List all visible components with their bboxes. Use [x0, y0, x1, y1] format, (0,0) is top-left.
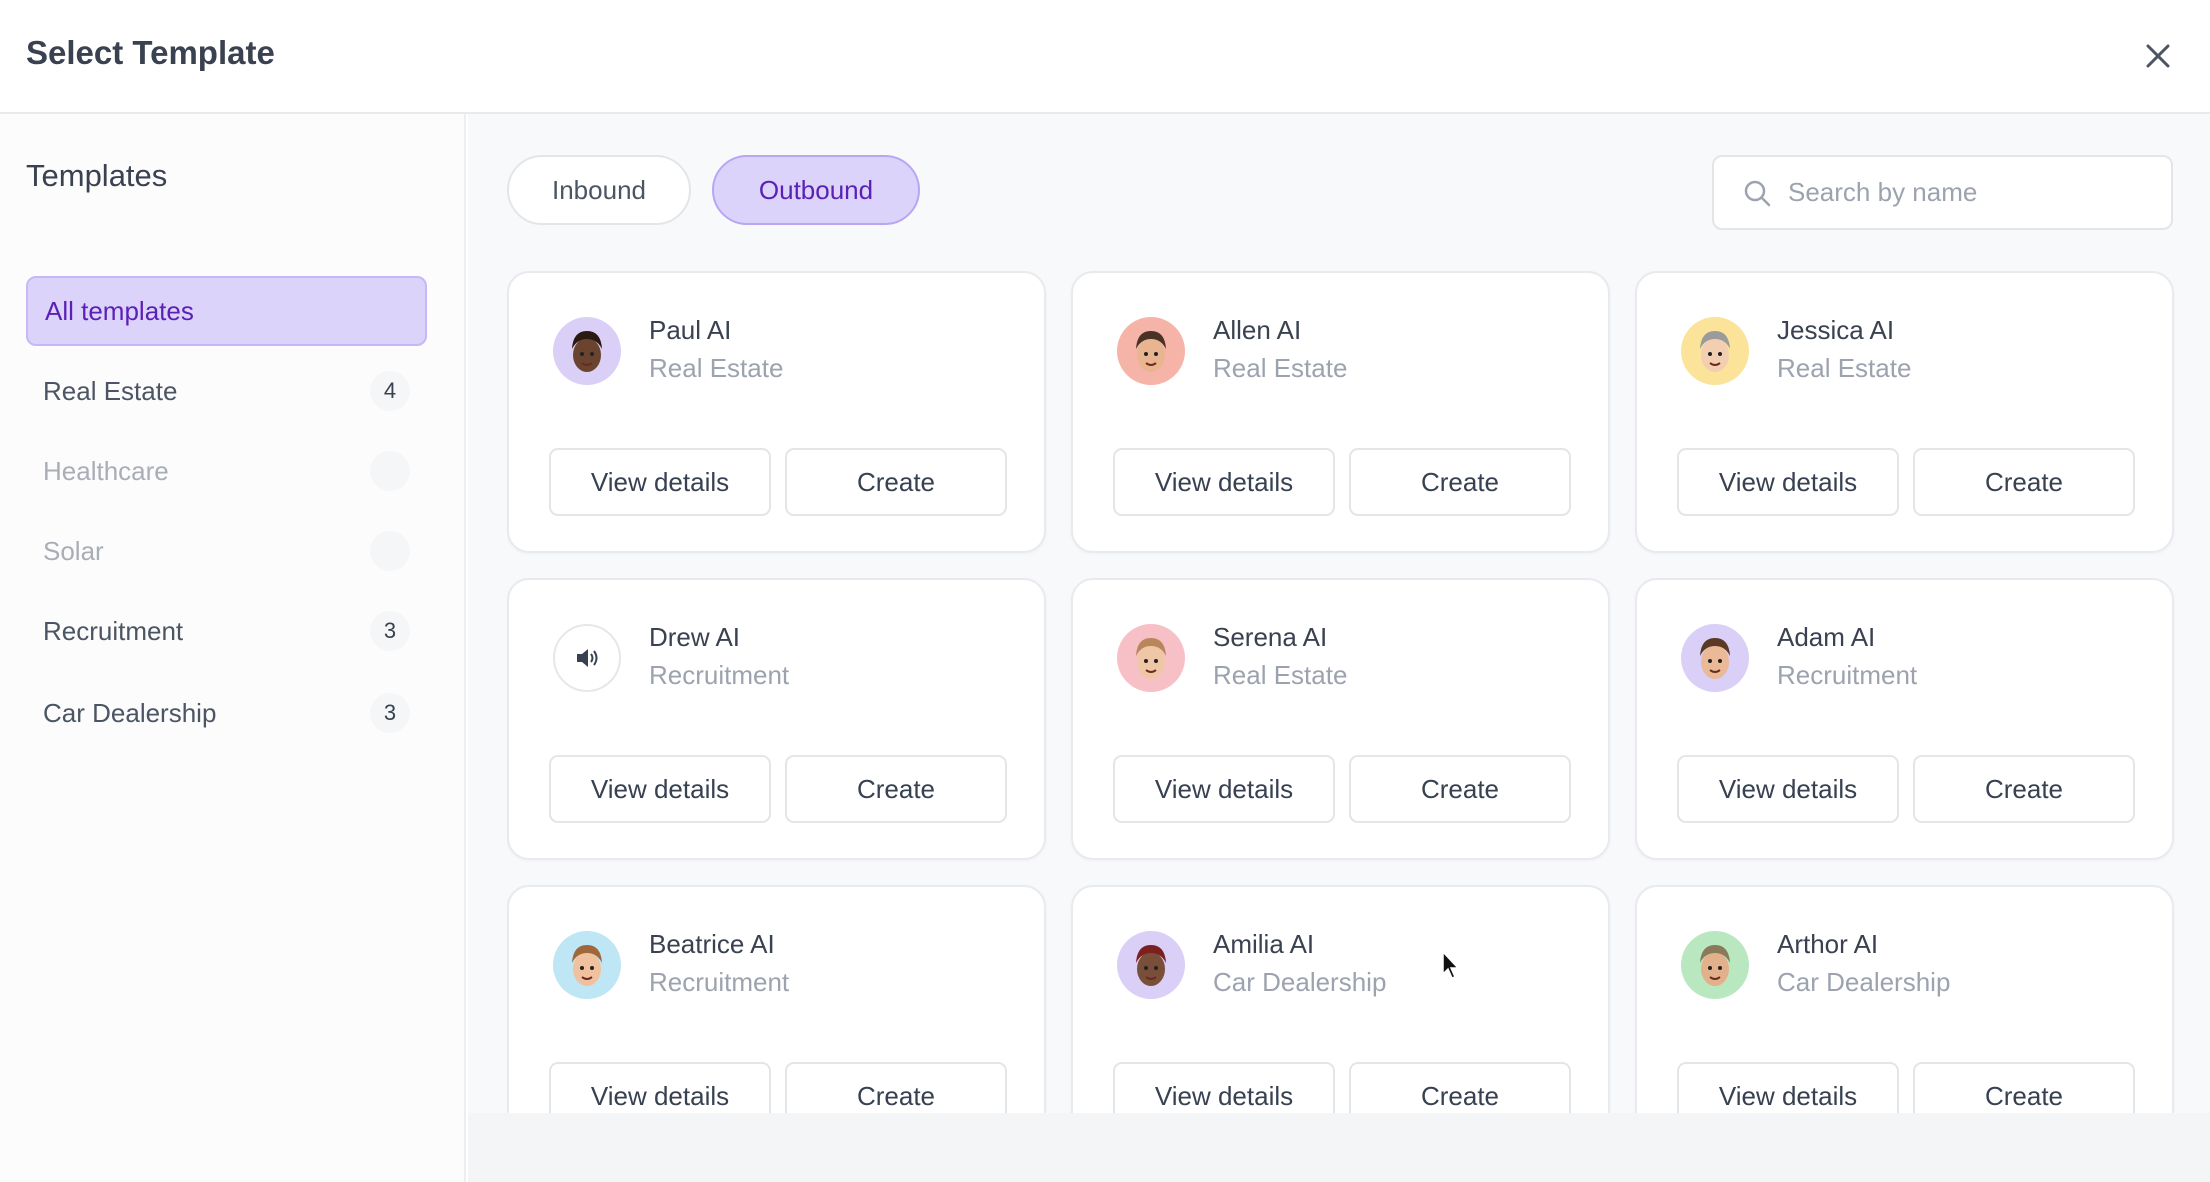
avatar — [553, 931, 621, 999]
avatar — [553, 317, 621, 385]
sidebar-item-solar[interactable]: Solar — [26, 516, 427, 586]
sidebar-item-label: All templates — [45, 295, 194, 326]
tab-label: Outbound — [758, 174, 874, 205]
template-category: Recruitment — [649, 967, 790, 997]
template-card: Arthor AI Car Dealership View details Cr… — [1635, 885, 2174, 1113]
template-name: Adam AI — [1777, 622, 1876, 652]
sidebar-item-real-estate[interactable]: Real Estate 4 — [26, 356, 427, 426]
template-category: Real Estate — [1777, 353, 1912, 383]
avatar — [553, 624, 621, 692]
template-name: Allen AI — [1213, 315, 1302, 345]
sidebar-title: Templates — [26, 158, 168, 193]
modal-title: Select Template — [26, 34, 275, 71]
tab-outbound[interactable]: Outbound — [712, 155, 920, 225]
template-grid: Paul AI Real Estate View details Create … — [507, 271, 2187, 1113]
avatar — [1681, 624, 1749, 692]
template-card: Adam AI Recruitment View details Create — [1635, 578, 2174, 860]
template-card: Allen AI Real Estate View details Create — [1071, 271, 1610, 553]
modal-header: Select Template — [0, 0, 2210, 114]
sidebar-item-label: Healthcare — [43, 455, 169, 486]
view-details-button[interactable]: View details — [1113, 1062, 1335, 1113]
view-details-button[interactable]: View details — [1677, 1062, 1899, 1113]
view-details-button[interactable]: View details — [1677, 755, 1899, 823]
sidebar-item-car-dealership[interactable]: Car Dealership 3 — [26, 678, 427, 748]
count-badge: 4 — [370, 371, 410, 411]
tab-inbound[interactable]: Inbound — [507, 155, 691, 225]
create-button[interactable]: Create — [785, 448, 1007, 516]
create-button[interactable]: Create — [1349, 448, 1571, 516]
create-button[interactable]: Create — [785, 755, 1007, 823]
search-icon — [1744, 180, 1771, 206]
template-card: Drew AI Recruitment View details Create — [507, 578, 1046, 860]
template-name: Drew AI — [649, 622, 741, 652]
sidebar-item-label: Recruitment — [43, 615, 184, 646]
sidebar-item-label: Car Dealership — [43, 697, 217, 728]
template-category: Car Dealership — [1777, 967, 1951, 997]
sidebar: Templates All templates Real Estate 4 Healt… — [0, 114, 466, 1182]
template-card: Jessica AI Real Estate View details Crea… — [1635, 271, 2174, 553]
create-button[interactable]: Create — [1349, 1062, 1571, 1113]
template-name: Amilia AI — [1213, 929, 1315, 959]
template-card: Amilia AI Car Dealership View details Cr… — [1071, 885, 1610, 1113]
template-name: Jessica AI — [1777, 315, 1895, 345]
view-details-button[interactable]: View details — [549, 448, 771, 516]
count-badge: 3 — [370, 611, 410, 651]
template-category: Car Dealership — [1213, 967, 1387, 997]
speaker-icon — [577, 649, 598, 667]
sidebar-item-healthcare[interactable]: Healthcare — [26, 436, 427, 506]
close-icon[interactable] — [2138, 36, 2178, 76]
mouse-cursor-icon — [1442, 950, 1460, 979]
avatar — [1117, 931, 1185, 999]
template-card: Serena AI Real Estate View details Creat… — [1071, 578, 1610, 860]
create-button[interactable]: Create — [1913, 448, 2135, 516]
template-name: Beatrice AI — [649, 929, 775, 959]
count-badge — [370, 451, 410, 491]
template-category: Real Estate — [649, 353, 784, 383]
template-name: Serena AI — [1213, 622, 1328, 652]
avatar — [1117, 317, 1185, 385]
sidebar-item-label: Solar — [43, 535, 104, 566]
view-details-button[interactable]: View details — [1113, 755, 1335, 823]
close-button[interactable] — [2138, 36, 2178, 76]
template-name: Arthor AI — [1777, 929, 1879, 959]
view-details-button[interactable]: View details — [1677, 448, 1899, 516]
avatar — [1681, 931, 1749, 999]
sidebar-item-all-templates[interactable]: All templates — [26, 276, 427, 346]
footer-area — [468, 1113, 2210, 1182]
view-details-button[interactable]: View details — [549, 755, 771, 823]
sidebar-item-recruitment[interactable]: Recruitment 3 — [26, 596, 427, 666]
create-button[interactable]: Create — [1349, 755, 1571, 823]
main-panel: Inbound Outbound Paul AI Real Estate Vie… — [468, 114, 2210, 1182]
template-card: Paul AI Real Estate View details Create — [507, 271, 1046, 553]
sidebar-item-label: Real Estate — [43, 375, 178, 406]
avatar — [1117, 624, 1185, 692]
avatar — [1681, 317, 1749, 385]
search-box[interactable] — [1712, 155, 2173, 230]
create-button[interactable]: Create — [1913, 755, 2135, 823]
create-button[interactable]: Create — [785, 1062, 1007, 1113]
view-details-button[interactable]: View details — [549, 1062, 771, 1113]
template-category: Recruitment — [649, 660, 790, 690]
count-badge — [370, 531, 410, 571]
template-category: Recruitment — [1777, 660, 1918, 690]
count-badge: 3 — [370, 693, 410, 733]
template-name: Paul AI — [649, 315, 732, 345]
view-details-button[interactable]: View details — [1113, 448, 1335, 516]
search-input[interactable] — [1788, 177, 2158, 208]
tab-label: Inbound — [552, 174, 646, 205]
template-card: Beatrice AI Recruitment View details Cre… — [507, 885, 1046, 1113]
create-button[interactable]: Create — [1913, 1062, 2135, 1113]
template-category: Real Estate — [1213, 353, 1348, 383]
template-category: Real Estate — [1213, 660, 1348, 690]
